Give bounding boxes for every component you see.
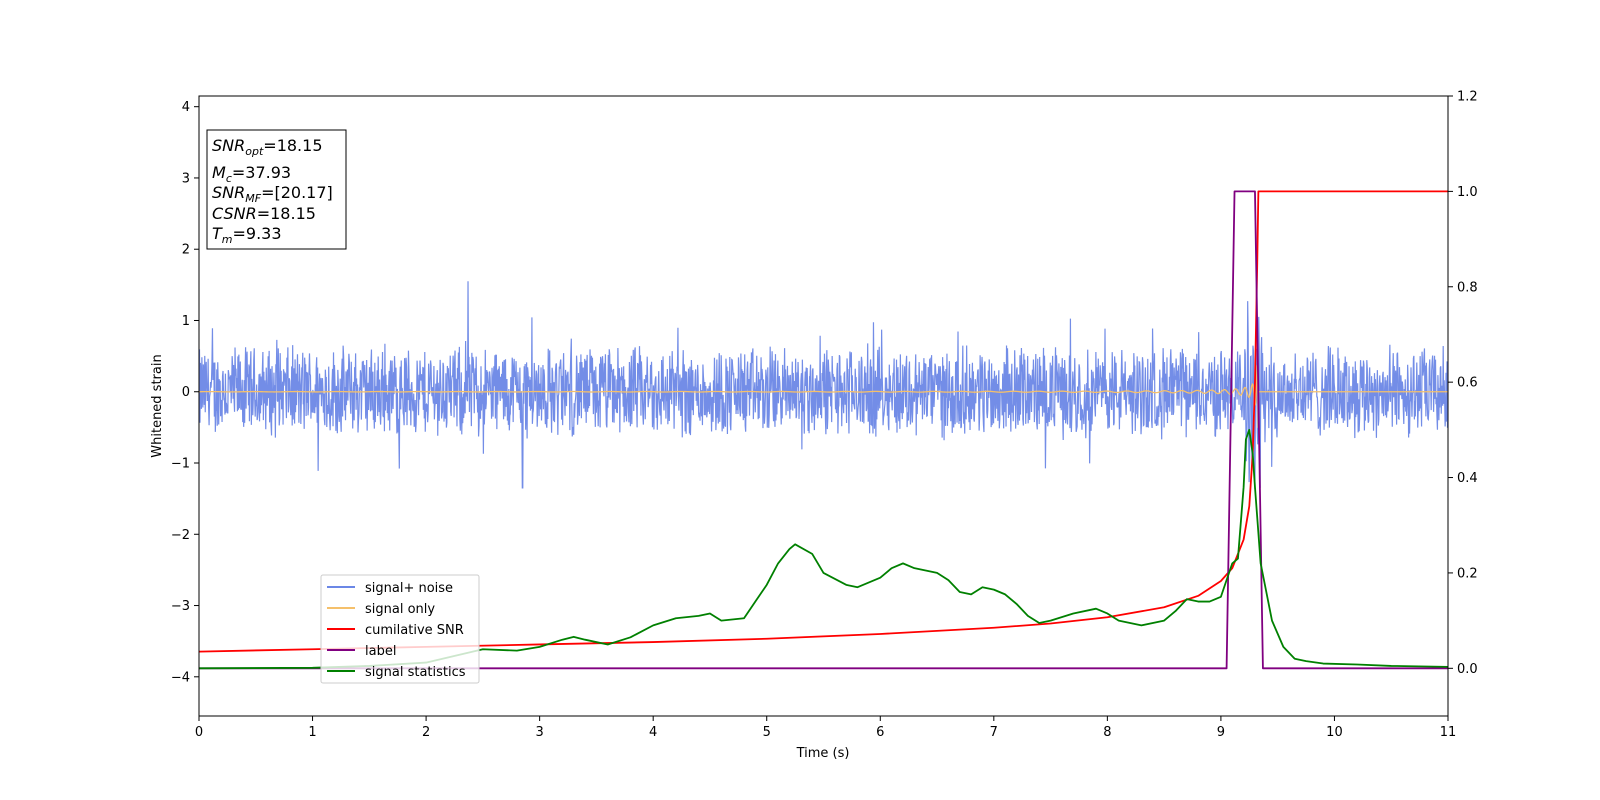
legend-frame (320, 574, 480, 684)
legend-item-label: label (327, 644, 396, 659)
x-tick-label: 3 (535, 725, 543, 740)
x-tick-label: 9 (1217, 725, 1225, 740)
x-tick-label: 8 (1103, 725, 1111, 740)
annotation-snr-opt: SNRopt=18.15 (212, 136, 323, 158)
annotation-csnr: CSNR=18.15 (212, 204, 316, 223)
series-signal-noise-line (199, 281, 1448, 489)
annotation-tm: Tm=9.33 (212, 224, 282, 246)
legend-item-signal-noise: signal+ noise (327, 581, 453, 596)
legend-label: signal+ noise (365, 581, 453, 596)
y-axis-right: 1.2 1.0 0.8 0.6 0.4 0.2 0.0 (1448, 90, 1478, 677)
x-tick-label: 1 (308, 725, 316, 740)
series-signal-statistics-line (199, 428, 1448, 670)
y-left-tick-label: −2 (171, 528, 190, 543)
y-right-tick-label: 1.2 (1457, 90, 1478, 105)
y-left-tick-label: 2 (182, 243, 190, 258)
legend-label: signal only (365, 602, 435, 617)
x-tick-label: 2 (422, 725, 430, 740)
y-left-tick-label: −3 (171, 599, 190, 614)
y-axis-label: Whitened strain (150, 354, 165, 457)
y-right-tick-label: 0.0 (1457, 662, 1478, 677)
legend-label: cumilative SNR (365, 623, 464, 638)
y-right-tick-label: 0.8 (1457, 280, 1478, 295)
y-left-tick-label: 4 (182, 100, 190, 115)
legend-item-signal-statistics: signal statistics (327, 665, 466, 680)
x-axis: 0 1 2 3 4 5 6 7 8 9 10 11 (195, 716, 1456, 740)
series-signal-only-line (199, 365, 1448, 428)
x-tick-label: 11 (1440, 725, 1457, 740)
annotation-box: SNRopt=18.15 Mc=37.93 SNRMF=[20.17] CSNR… (206, 129, 347, 250)
legend-label: label (365, 644, 396, 659)
legend-item-cumulative-snr: cumilative SNR (327, 623, 464, 638)
y-left-tick-label: 0 (182, 385, 190, 400)
y-right-tick-label: 1.0 (1457, 185, 1478, 200)
legend-item-signal-only: signal only (327, 602, 435, 617)
x-tick-label: 6 (876, 725, 884, 740)
series-cumulative-snr-line (199, 190, 1448, 653)
series-label-line (199, 190, 1448, 670)
annotation-snr-mf: SNRMF=[20.17] (212, 183, 333, 205)
x-tick-label: 0 (195, 725, 203, 740)
x-tick-label: 5 (763, 725, 771, 740)
y-left-tick-label: 1 (182, 314, 190, 329)
x-tick-label: 10 (1326, 725, 1343, 740)
axes-frame (198, 95, 1449, 717)
y-left-tick-label: −1 (171, 457, 190, 472)
x-tick-label: 7 (990, 725, 998, 740)
x-tick-label: 4 (649, 725, 657, 740)
plot-area (199, 190, 1448, 670)
y-left-tick-label: −4 (171, 670, 190, 685)
legend-label: signal statistics (365, 665, 466, 680)
x-axis-label: Time (s) (796, 746, 850, 761)
y-right-tick-label: 0.6 (1457, 376, 1478, 391)
y-axis-left: 4 3 2 1 0 −1 −2 −3 −4 (171, 100, 199, 685)
y-right-tick-label: 0.2 (1457, 566, 1478, 581)
y-left-tick-label: 3 (182, 171, 190, 186)
annotation-mc: Mc=37.93 (212, 163, 291, 185)
annotation-box-frame (206, 129, 347, 250)
y-right-tick-label: 0.4 (1457, 471, 1478, 486)
legend: signal+ noise signal only cumilative SNR… (320, 574, 480, 684)
